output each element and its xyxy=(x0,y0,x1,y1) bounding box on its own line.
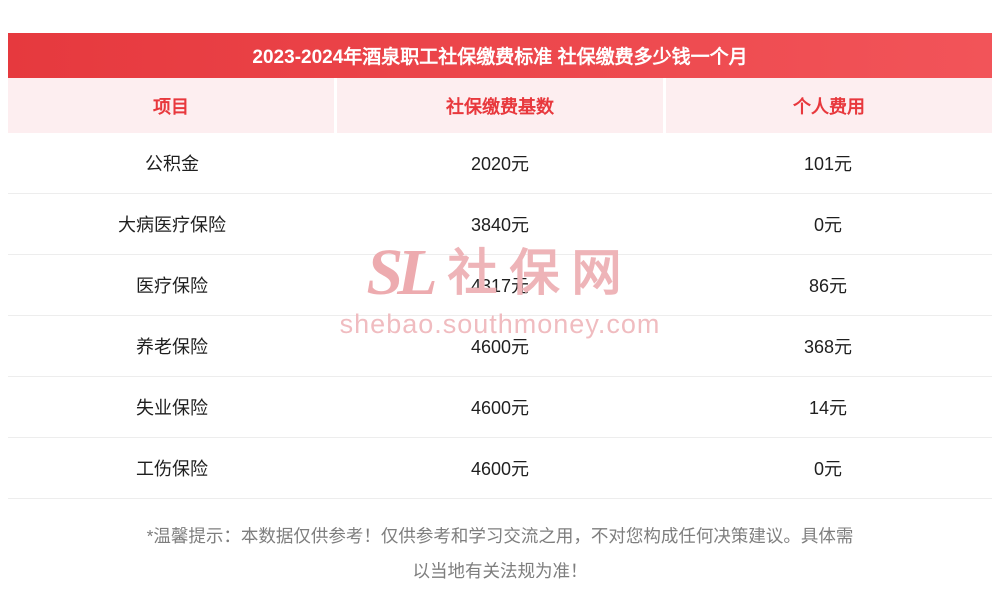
social-security-table: 2023-2024年酒泉职工社保缴费标准 社保缴费多少钱一个月 项目 社保缴费基… xyxy=(8,33,992,499)
header-cell-personal-fee: 个人费用 xyxy=(663,78,992,133)
row-personal-fee: 0元 xyxy=(813,215,842,235)
row-base-value: 4600元 xyxy=(470,337,530,357)
disclaimer-line-2: 以当地有关法规为准！ xyxy=(412,561,588,581)
table-row: 养老保险 4600元 368元 xyxy=(8,316,992,377)
row-item-name: 公积金 xyxy=(145,154,199,174)
table-row: 失业保险 4600元 14元 xyxy=(8,377,992,438)
page-title: 2023-2024年酒泉职工社保缴费标准 社保缴费多少钱一个月 xyxy=(252,47,748,68)
row-base-value: 4600元 xyxy=(470,459,530,479)
row-base-value: 3840元 xyxy=(470,215,530,235)
row-base-value: 4317元 xyxy=(470,276,530,296)
disclaimer-note: *温馨提示：本数据仅供参考！仅供参考和学习交流之用，不对您构成任何决策建议。具体… xyxy=(0,519,1000,589)
row-base-value: 4600元 xyxy=(470,398,530,418)
table-row: 工伤保险 4600元 0元 xyxy=(8,438,992,499)
header-cell-base: 社保缴费基数 xyxy=(334,78,663,133)
disclaimer-line-1: *温馨提示：本数据仅供参考！仅供参考和学习交流之用，不对您构成任何决策建议。具体… xyxy=(146,526,854,546)
row-personal-fee: 86元 xyxy=(808,276,848,296)
row-personal-fee: 101元 xyxy=(803,154,853,174)
row-item-name: 医疗保险 xyxy=(136,276,208,296)
table-title-bar: 2023-2024年酒泉职工社保缴费标准 社保缴费多少钱一个月 xyxy=(8,33,992,78)
row-personal-fee: 14元 xyxy=(808,398,848,418)
row-personal-fee: 0元 xyxy=(813,459,842,479)
table-row: 公积金 2020元 101元 xyxy=(8,133,992,194)
row-item-name: 失业保险 xyxy=(136,398,208,418)
row-item-name: 工伤保险 xyxy=(136,459,208,479)
row-personal-fee: 368元 xyxy=(803,337,853,357)
row-item-name: 大病医疗保险 xyxy=(118,215,226,235)
row-base-value: 2020元 xyxy=(470,154,530,174)
table-header-row: 项目 社保缴费基数 个人费用 xyxy=(8,78,992,133)
header-cell-item: 项目 xyxy=(8,78,334,133)
row-item-name: 养老保险 xyxy=(136,337,208,357)
table-row: 大病医疗保险 3840元 0元 xyxy=(8,194,992,255)
table-row: 医疗保险 4317元 86元 xyxy=(8,255,992,316)
